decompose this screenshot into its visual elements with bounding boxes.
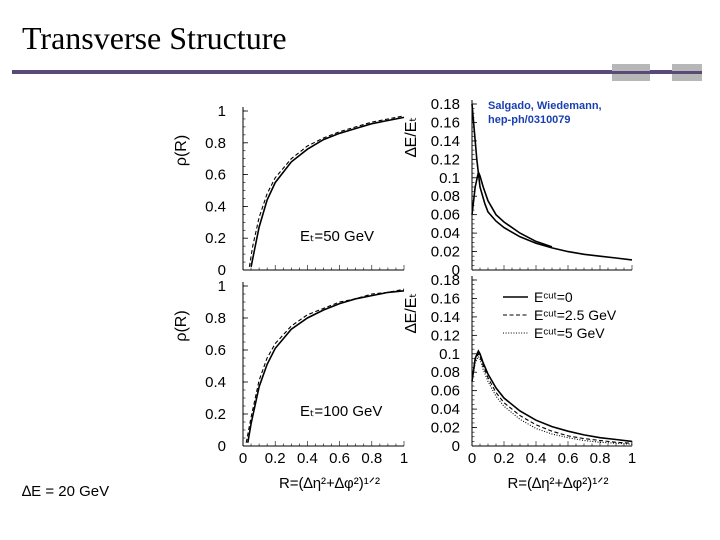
rule-accent-block: [612, 64, 650, 71]
y-axis-label: ∆E/Eₜ: [403, 117, 420, 157]
slide-title: Transverse Structure: [22, 20, 287, 56]
y-tick-label: 0: [452, 262, 460, 279]
y-tick-label: 1: [218, 278, 226, 295]
y-tick-label: 0.12: [431, 327, 460, 344]
y-tick-label: 0.8: [205, 310, 226, 327]
x-tick-label: 0: [468, 450, 476, 467]
y-tick-label: 0.06: [431, 383, 460, 400]
x-tick-label: 0.4: [526, 450, 547, 467]
y-tick-label: 0.14: [431, 133, 460, 150]
panel-annotation: Eₜ=100 GeV: [300, 403, 382, 420]
series-line: [471, 103, 633, 261]
x-axis-label: R=(∆η²+∆φ²)¹ᐟ²: [279, 475, 380, 492]
y-tick-label: 0.16: [431, 290, 460, 307]
x-axis-label: R=(∆η²+∆φ²)¹ᐟ²: [507, 475, 608, 492]
series-line: [248, 115, 405, 267]
y-tick-label: 0.02: [431, 244, 460, 261]
y-tick-label: 0.6: [205, 342, 226, 359]
y-tick-label: 0.2: [205, 406, 226, 423]
y-tick-label: 0: [452, 438, 460, 455]
legend-label: Eᶜᵘᵗ=5 GeV: [534, 325, 605, 341]
y-axis-label: ρ(R): [173, 135, 190, 166]
citation-line-1: Salgado, Wiedemann,: [488, 100, 602, 112]
series-line: [471, 169, 553, 248]
y-tick-label: 0.4: [205, 198, 226, 215]
y-tick-label: 0.08: [431, 188, 460, 205]
series-line: [471, 349, 633, 443]
citation-line-2: hep-ph/0310079: [488, 114, 571, 126]
x-tick-label: 1: [628, 450, 636, 467]
y-tick-label: 0.08: [431, 364, 460, 381]
rule-accent-block: [672, 64, 702, 71]
y-tick-label: 0.2: [205, 230, 226, 247]
y-axis-label: ∆E/Eₜ: [403, 293, 420, 333]
y-tick-label: 0.8: [205, 135, 226, 152]
y-tick-label: 0.4: [205, 374, 226, 391]
y-tick-label: 0.04: [431, 225, 460, 242]
series-line: [471, 352, 633, 444]
y-tick-label: 0.16: [431, 114, 460, 131]
x-tick-label: 0: [239, 450, 247, 467]
x-tick-label: 0.6: [558, 450, 579, 467]
x-tick-label: 0.4: [297, 450, 318, 467]
y-tick-label: 0.04: [431, 401, 460, 418]
citation: Salgado, Wiedemann, hep-ph/0310079: [488, 99, 602, 127]
panel-annotation: Eₜ=50 GeV: [300, 228, 374, 245]
x-tick-label: 0.2: [494, 450, 515, 467]
y-tick-label: 0.12: [431, 151, 460, 168]
y-tick-label: 0.18: [431, 272, 460, 289]
y-axis-label: ρ(R): [173, 310, 190, 341]
y-tick-label: 0.02: [431, 420, 460, 437]
rule-accent-block: [612, 74, 650, 81]
rule-accent-block: [672, 74, 702, 81]
series-line: [247, 290, 405, 443]
y-tick-label: 0.14: [431, 309, 460, 326]
y-tick-label: 0.1: [439, 170, 460, 187]
legend-label: Eᶜᵘᵗ=2.5 GeV: [534, 307, 617, 323]
figure-background: [172, 91, 638, 465]
y-tick-label: 0.6: [205, 167, 226, 184]
y-tick-label: 1: [218, 103, 226, 120]
y-tick-label: 0.18: [431, 96, 460, 113]
x-tick-label: 0.6: [329, 450, 350, 467]
x-tick-label: 0.2: [265, 450, 286, 467]
x-tick-label: 1: [400, 450, 408, 467]
legend-label: Eᶜᵘᵗ=0: [534, 289, 573, 305]
energy-note: ∆E = 20 GeV: [22, 483, 110, 500]
x-tick-label: 0.8: [590, 450, 611, 467]
series-line: [250, 116, 405, 267]
y-tick-label: 0.06: [431, 207, 460, 224]
x-tick-label: 0.8: [361, 450, 382, 467]
series-line: [245, 288, 405, 443]
y-tick-label: 0: [218, 262, 226, 279]
title-rule: [12, 70, 702, 74]
y-tick-label: 0: [218, 438, 226, 455]
y-tick-label: 0.1: [439, 346, 460, 363]
